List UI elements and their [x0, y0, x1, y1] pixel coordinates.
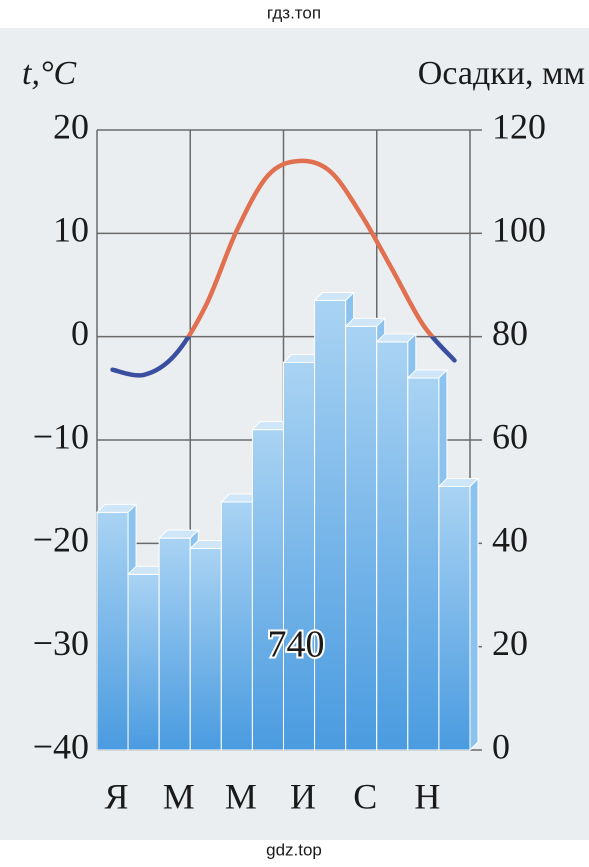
y-tick-label: 10 — [53, 210, 89, 250]
y-axis-title: t,°C — [22, 55, 77, 92]
y-tick-label: −20 — [33, 520, 89, 560]
y-tick-label: 20 — [53, 106, 89, 146]
annotation: 740 — [268, 624, 325, 666]
bar — [189, 548, 222, 751]
y2-tick-label: 40 — [492, 520, 528, 560]
footer: gdz.top — [266, 840, 322, 859]
bar — [283, 362, 316, 751]
y2-tick-label: 80 — [492, 313, 528, 353]
bar — [376, 341, 409, 751]
y2-tick-label: 60 — [492, 416, 528, 456]
bar — [345, 325, 378, 751]
bar — [220, 501, 253, 751]
bar — [127, 573, 160, 751]
bar — [158, 537, 191, 751]
bar — [96, 511, 129, 751]
x-tick-label: С — [353, 776, 377, 816]
y2-tick-label: 0 — [492, 726, 510, 766]
bar — [251, 429, 285, 751]
x-tick-label: Я — [105, 776, 129, 816]
bar — [407, 377, 440, 751]
bar-side — [469, 477, 479, 752]
x-tick-label: И — [290, 776, 316, 816]
y-tick-label: −10 — [33, 416, 89, 456]
x-tick-label: М — [225, 776, 257, 816]
header: гдз.топ — [267, 3, 321, 22]
y-tick-label: −30 — [33, 623, 89, 663]
y-tick-label: 0 — [71, 313, 89, 353]
y2-tick-label: 120 — [492, 106, 546, 146]
y2-tick-label: 20 — [492, 623, 528, 663]
x-tick-label: М — [163, 776, 195, 816]
y-tick-label: −40 — [33, 726, 89, 766]
temperature-line — [110, 158, 457, 378]
y2-tick-label: 100 — [492, 210, 546, 250]
bar — [438, 486, 471, 751]
x-tick-label: Н — [414, 776, 440, 816]
bar — [314, 300, 347, 751]
y2-axis-title: Осадки, мм — [418, 55, 585, 92]
